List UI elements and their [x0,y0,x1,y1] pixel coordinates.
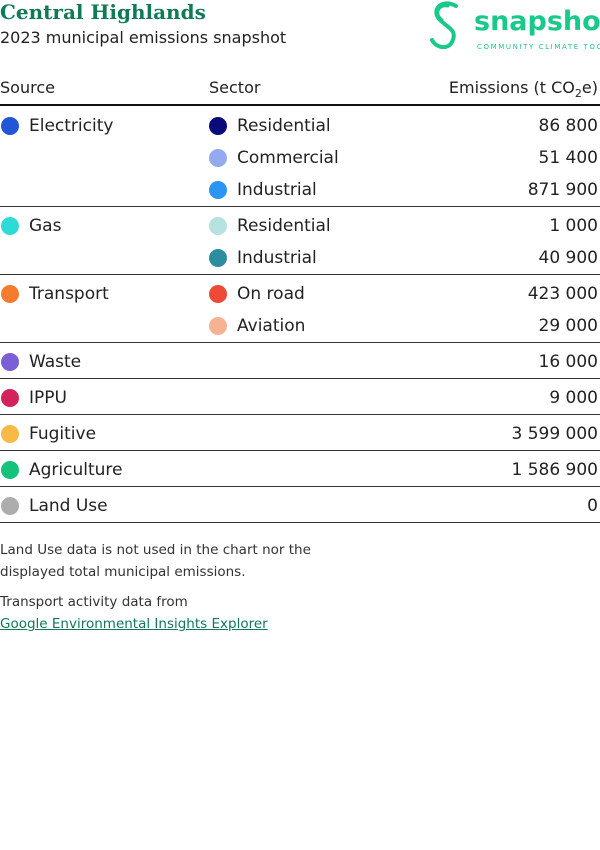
emissions-value: 871 900 [527,180,598,200]
source-label: Agriculture [29,460,123,480]
source-dot [1,117,19,135]
sector-dot [209,181,227,199]
logo-name: snapshot [474,6,600,37]
sector-dot [209,249,227,267]
header-sub: 2 [574,87,582,101]
source-dot [1,217,19,235]
sector-label: Residential [237,216,331,236]
source-label: Gas [29,216,62,236]
note: Land Use data is not used in the chart n… [0,542,311,558]
note: displayed total municipal emissions. [0,564,246,580]
source-dot [1,497,19,515]
sector-dot [209,317,227,335]
row-rule [0,206,600,207]
source-label: Fugitive [29,424,97,444]
emissions-value: 1 000 [549,216,598,236]
subtitle: 2023 municipal emissions snapshot [0,28,287,47]
sector-dot [209,217,227,235]
logo-icon [430,1,458,49]
sector-label: Industrial [237,248,317,268]
column-header: Emissions (t CO2e) [449,78,598,100]
logo-tagline: COMMUNITY CLIMATE TOOL [477,43,600,51]
source-label: Waste [29,352,82,372]
emissions-value: 29 000 [538,316,598,336]
sector-dot [209,285,227,303]
source-label: Electricity [29,116,114,136]
emissions-value: 51 400 [538,148,598,168]
column-header: Source [0,78,55,97]
row-rule [0,450,600,451]
row-rule [0,378,600,379]
sector-label: On road [237,284,305,304]
emissions-value: 0 [587,496,598,516]
source-dot [1,389,19,407]
emissions-value: 40 900 [538,248,598,268]
emissions-value: 9 000 [549,388,598,408]
emissions-value: 3 599 000 [511,424,598,444]
header-tail: e) [581,78,598,97]
source-link[interactable]: Google Environmental Insights Explorer [0,616,268,632]
sector-dot [209,149,227,167]
title: Central Highlands [0,0,206,24]
row-rule [0,342,600,343]
row-rule [0,486,600,487]
sector-label: Industrial [237,180,317,200]
column-header: Sector [209,78,261,97]
source-label: Transport [29,284,109,304]
sector-dot [209,117,227,135]
row-rule [0,414,600,415]
source-dot [1,425,19,443]
header-rule [0,104,600,106]
sector-label: Residential [237,116,331,136]
source-label: Land Use [29,496,108,516]
source-dot [1,285,19,303]
emissions-value: 86 800 [538,116,598,136]
source-label: IPPU [29,388,67,408]
emissions-value: 423 000 [527,284,598,304]
source-dot [1,461,19,479]
note: Transport activity data from [0,594,188,610]
source-dot [1,353,19,371]
sector-label: Commercial [237,148,339,168]
header-text: Emissions (t CO [448,78,575,97]
row-rule [0,522,600,523]
sector-label: Aviation [237,316,306,336]
emissions-value: 1 586 900 [511,460,598,480]
emissions-value: 16 000 [538,352,598,372]
row-rule [0,274,600,275]
